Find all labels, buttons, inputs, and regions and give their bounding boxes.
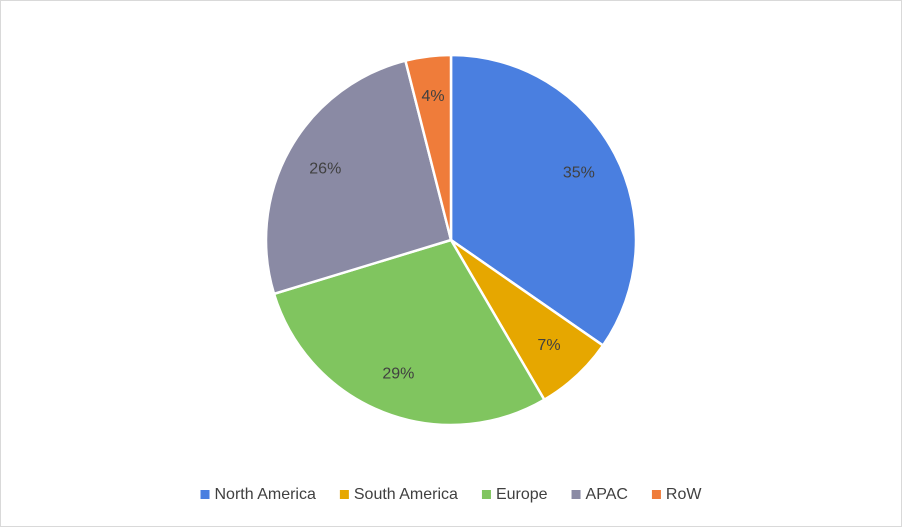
legend-swatch	[339, 490, 349, 499]
pie-slice	[449, 53, 638, 348]
data-label: 26%	[309, 160, 341, 177]
data-label: 35%	[563, 164, 595, 181]
legend-swatch	[481, 490, 491, 499]
data-label: 29%	[382, 366, 414, 383]
pie-slice	[403, 53, 453, 241]
data-label: 4%	[422, 88, 445, 105]
legend-swatch	[200, 490, 210, 499]
legend-swatch	[651, 490, 661, 499]
legend-label: Europe	[496, 486, 548, 503]
legend-label: North America	[215, 486, 316, 503]
pie-slice	[264, 59, 453, 296]
legend-label: APAC	[586, 486, 628, 503]
data-label: 7%	[537, 337, 560, 354]
legend-label: South America	[354, 486, 458, 503]
legend-swatch	[571, 490, 581, 499]
legend-label: RoW	[666, 486, 702, 503]
pie-slice	[272, 238, 547, 427]
